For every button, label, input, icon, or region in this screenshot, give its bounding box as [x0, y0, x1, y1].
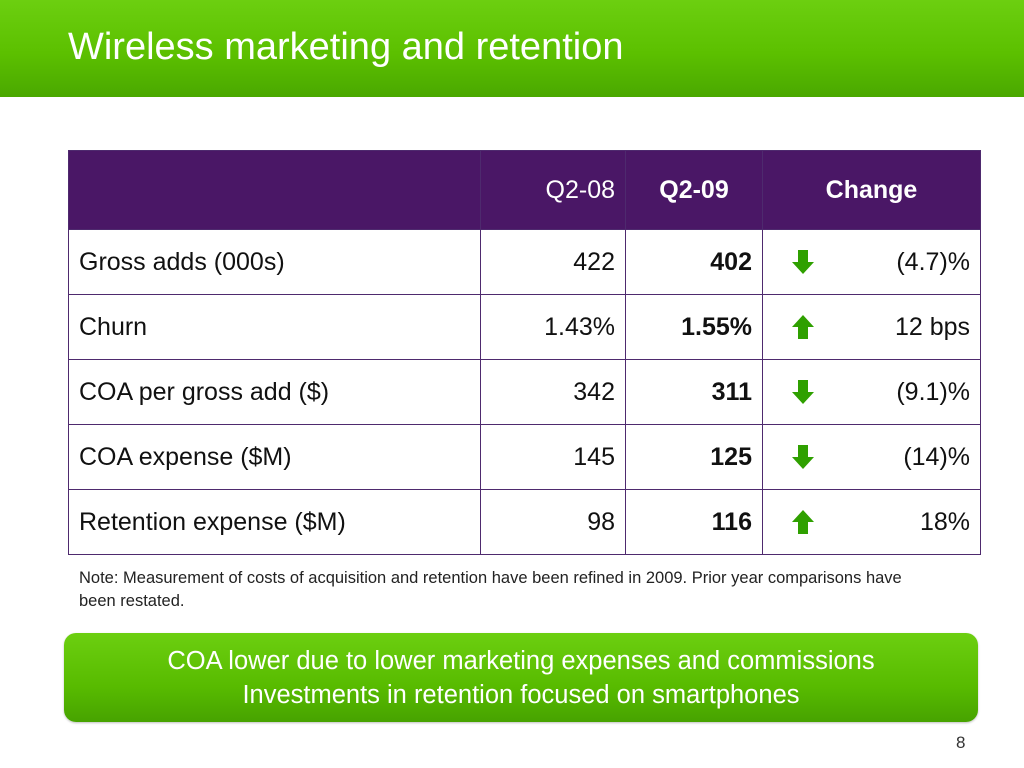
row-q2-09-value: 125 [625, 424, 763, 490]
header-change: Change [762, 150, 981, 230]
slide-title: Wireless marketing and retention [68, 26, 624, 68]
row-q2-09-value: 311 [625, 359, 763, 425]
down-arrow-icon [789, 248, 817, 276]
header-label-cell [68, 150, 481, 230]
row-label: COA expense ($M) [68, 424, 481, 490]
table-row: Churn 1.43% 1.55% 12 bps [68, 294, 981, 360]
row-change-value: (14)% [903, 442, 970, 471]
row-change-value: 12 bps [894, 312, 970, 341]
header-q2-09: Q2-09 [625, 150, 763, 230]
row-change-cell: 18% [762, 489, 981, 555]
table-row: COA expense ($M) 145 125 (14)% [68, 424, 981, 490]
metrics-table: Q2-08 Q2-09 Change Gross adds (000s) 422… [68, 150, 981, 555]
summary-callout: COA lower due to lower marketing expense… [64, 633, 978, 722]
table-row: Retention expense ($M) 98 116 18% [68, 489, 981, 555]
table-row: COA per gross add ($) 342 311 (9.1)% [68, 359, 981, 425]
up-arrow-icon [789, 508, 817, 536]
row-change-cell: 12 bps [762, 294, 981, 360]
row-q2-09-value: 116 [625, 489, 763, 555]
row-q2-09-value: 402 [625, 229, 763, 295]
row-q2-08-value: 98 [480, 489, 626, 555]
table-header-row: Q2-08 Q2-09 Change [68, 150, 981, 230]
up-arrow-icon [789, 313, 817, 341]
row-change-cell: (14)% [762, 424, 981, 490]
row-q2-09-value: 1.55% [625, 294, 763, 360]
table-row: Gross adds (000s) 422 402 (4.7)% [68, 229, 981, 295]
row-change-value: (9.1)% [896, 377, 970, 406]
row-change-cell: (9.1)% [762, 359, 981, 425]
row-change-value: (4.7)% [896, 247, 970, 276]
row-label: COA per gross add ($) [68, 359, 481, 425]
title-bar: Wireless marketing and retention [0, 0, 1024, 97]
down-arrow-icon [789, 443, 817, 471]
callout-line-1: COA lower due to lower marketing expense… [167, 646, 875, 675]
row-label: Gross adds (000s) [68, 229, 481, 295]
footnote: Note: Measurement of costs of acquisitio… [79, 569, 902, 610]
row-q2-08-value: 145 [480, 424, 626, 490]
row-q2-08-value: 1.43% [480, 294, 626, 360]
row-label: Churn [68, 294, 481, 360]
row-q2-08-value: 422 [480, 229, 626, 295]
row-q2-08-value: 342 [480, 359, 626, 425]
callout-line-2: Investments in retention focused on smar… [242, 680, 800, 709]
row-change-value: 18% [919, 507, 970, 536]
row-label: Retention expense ($M) [68, 489, 481, 555]
header-q2-08: Q2-08 [480, 150, 626, 230]
page-number: 8 [956, 733, 966, 752]
row-change-cell: (4.7)% [762, 229, 981, 295]
down-arrow-icon [789, 378, 817, 406]
